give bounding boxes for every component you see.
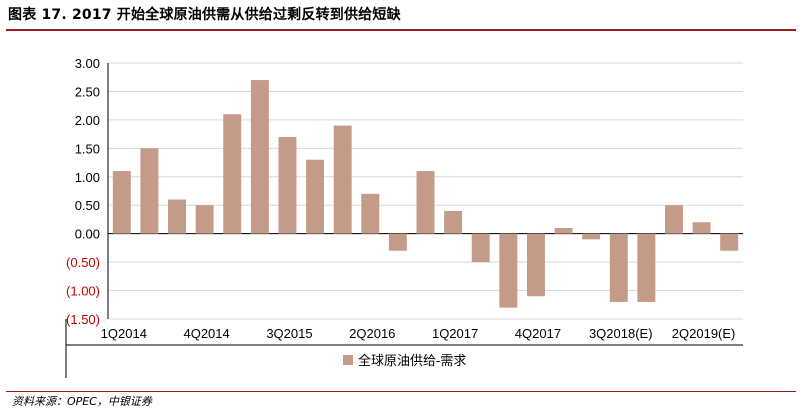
bar <box>195 205 214 234</box>
bar <box>637 233 656 302</box>
x-tick-label: 3Q2018(E) <box>589 326 653 341</box>
x-tick-label: 3Q2015 <box>266 326 312 341</box>
bars <box>112 80 739 308</box>
bar <box>140 148 159 234</box>
bar <box>554 227 573 234</box>
y-tick-label: 0.00 <box>75 227 100 242</box>
y-tick-label: (0.50) <box>66 255 100 270</box>
y-tick-label: 2.50 <box>75 84 100 99</box>
axes <box>65 63 743 378</box>
x-tick-label: 1Q2017 <box>432 326 478 341</box>
x-tick-label: 1Q2014 <box>101 326 147 341</box>
bar <box>609 233 628 302</box>
y-tick-label: (1.50) <box>66 312 100 327</box>
bar <box>223 114 242 234</box>
bar <box>499 233 518 308</box>
y-tick-labels: 3.00 2.50 2.00 1.50 1.00 0.50 0.00 (0.50) (1.00)… <box>66 56 100 327</box>
x-tick-label: 4Q2014 <box>183 326 229 341</box>
legend-swatch <box>343 355 353 365</box>
source-note: 资料来源：OPEC，中银证券 <box>12 395 152 408</box>
bar <box>444 210 463 234</box>
bar <box>471 233 490 263</box>
y-tick-label: 1.00 <box>75 170 100 185</box>
bar <box>388 233 407 251</box>
y-tick-label: 1.50 <box>75 141 100 156</box>
title-rule <box>6 29 796 31</box>
bar <box>692 222 711 234</box>
bar <box>250 80 269 234</box>
bar <box>361 193 380 234</box>
bar <box>112 171 131 234</box>
bar <box>278 136 297 234</box>
bar <box>582 233 601 240</box>
chart-title: 图表 17. 2017 开始全球原油供需从供给过剩反转到供给短缺 <box>8 7 401 23</box>
bar <box>720 233 739 251</box>
bar <box>333 125 352 234</box>
y-tick-label: 2.00 <box>75 113 100 128</box>
bar <box>416 171 435 234</box>
legend-label: 全球原油供给-需求 <box>358 353 466 368</box>
y-tick-label: 3.00 <box>75 56 100 71</box>
bar <box>526 233 545 297</box>
legend: 全球原油供给-需求 <box>343 353 466 368</box>
y-tick-label: 0.50 <box>75 198 100 213</box>
x-tick-label: 4Q2017 <box>515 326 561 341</box>
bar <box>665 205 683 234</box>
x-tick-label: 2Q2016 <box>349 326 395 341</box>
y-tick-label: (1.00) <box>66 284 100 299</box>
bar <box>168 199 186 234</box>
x-tick-labels: 1Q2014 4Q2014 3Q2015 2Q2016 1Q2017 4Q2017 3Q20… <box>101 326 736 341</box>
bar <box>306 159 325 234</box>
x-tick-label: 2Q2019(E) <box>672 326 736 341</box>
bottom-rule <box>6 391 796 392</box>
